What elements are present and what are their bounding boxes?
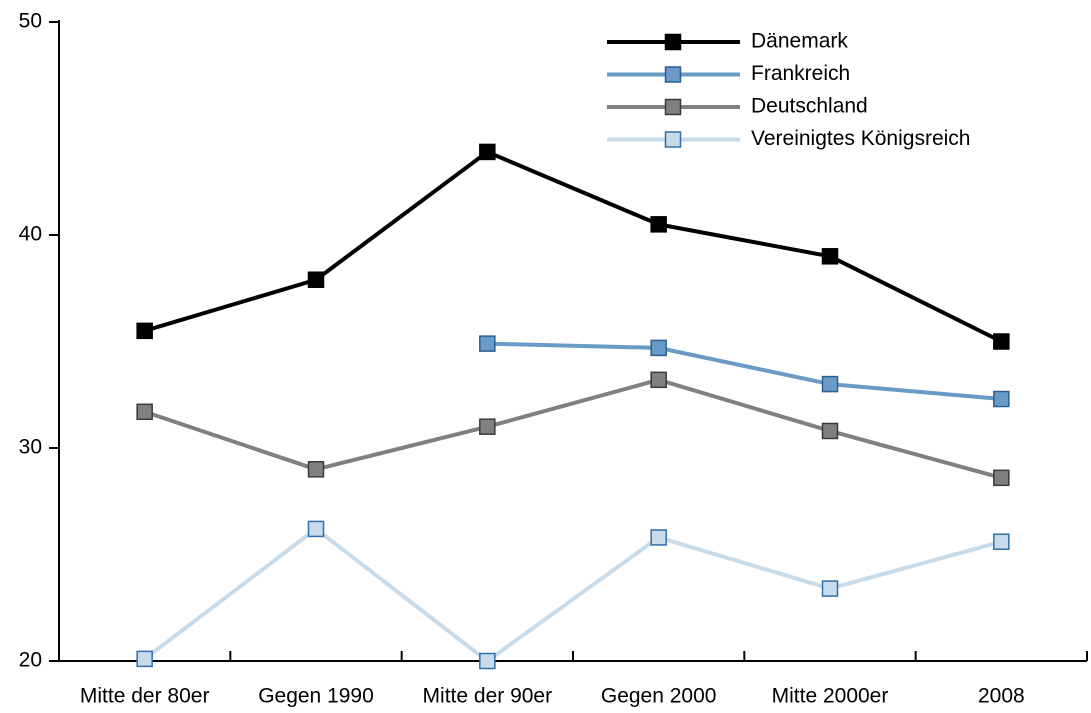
x-tick-label: 2008 <box>978 685 1025 708</box>
legend-label: Dänemark <box>751 30 848 53</box>
legend-label: Vereinigtes Königsreich <box>751 127 970 150</box>
data-point <box>650 529 667 546</box>
data-point <box>650 371 667 389</box>
series-line <box>143 526 1002 663</box>
y-tick-label: 40 <box>19 223 42 246</box>
data-point <box>821 580 839 597</box>
x-tick-label: Mitte der 90er <box>423 685 553 708</box>
series-line <box>144 149 1003 344</box>
x-tick-label: Gegen 1990 <box>258 685 374 708</box>
x-tick-label: Gegen 2000 <box>601 685 717 708</box>
data-point <box>993 533 1010 550</box>
data-point <box>650 339 667 357</box>
legend-marker <box>664 131 682 148</box>
data-point <box>307 271 325 288</box>
data-point <box>993 390 1010 408</box>
y-tick-label: 50 <box>19 10 42 33</box>
data-point <box>307 520 325 538</box>
y-tick-label: 20 <box>19 649 42 672</box>
legend-label: Deutschland <box>751 95 868 118</box>
data-point <box>821 422 839 440</box>
legend-marker <box>664 33 682 51</box>
legend-marker <box>664 98 682 116</box>
data-point <box>993 333 1010 350</box>
data-point <box>136 650 153 668</box>
data-point <box>307 461 325 478</box>
data-point <box>136 403 153 421</box>
data-point <box>821 248 839 265</box>
data-point <box>479 335 496 352</box>
legend-marker <box>664 66 682 83</box>
x-tick-label: Mitte der 80er <box>80 685 210 708</box>
y-tick-label: 30 <box>19 436 42 459</box>
data-point <box>821 375 839 393</box>
data-point <box>650 216 667 233</box>
data-point <box>993 469 1010 487</box>
data-point <box>479 652 496 670</box>
x-tick-label: Mitte 2000er <box>772 685 889 708</box>
data-point <box>479 418 496 435</box>
data-point <box>136 322 153 340</box>
series-line <box>487 341 1002 402</box>
data-point <box>479 143 496 161</box>
series-line <box>144 377 1002 480</box>
legend-label: Frankreich <box>751 62 850 85</box>
